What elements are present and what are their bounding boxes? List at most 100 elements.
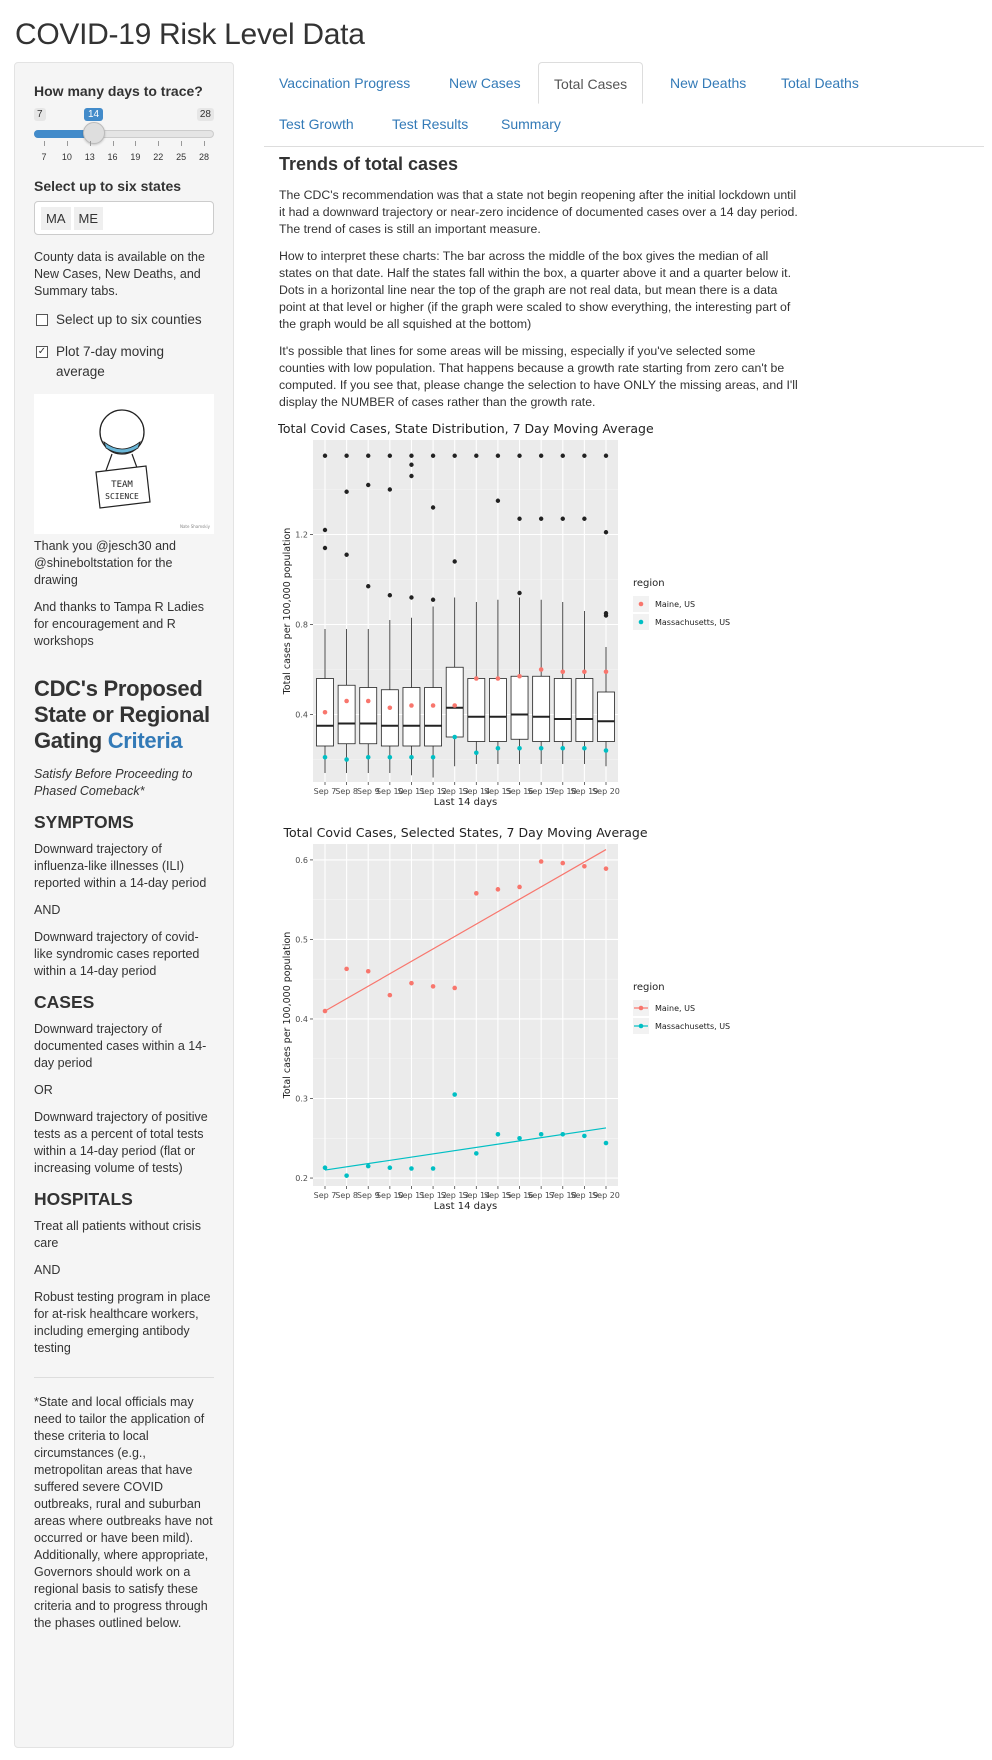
data-point [430,984,436,989]
legend-entry: Massachusetts, US [655,618,730,627]
states-select-input[interactable]: MA ME [34,201,214,235]
data-point [430,1166,436,1171]
slider-fill [34,130,94,138]
tab-new-cases[interactable]: New Cases [449,75,521,91]
outlier-point [603,611,609,616]
data-point [474,676,479,681]
x-tick-label: Sep 10 [376,1191,404,1200]
plot-panel [313,844,618,1186]
cdc-criteria-heading: CDC's Proposed State or Regional Gating … [34,676,214,754]
chart-title: Total Covid Cases, Selected States, 7 Da… [282,825,647,840]
interpretation-text: How to interpret these charts: The bar a… [279,249,791,331]
outlier-point [517,590,522,596]
thanks-drawing: Thank you @jesch30 and @shineboltstation… [34,539,176,587]
data-point [538,859,544,864]
outlier-point [430,453,436,458]
cdc-heading-text: CDC's Proposed State or Regional Gating [34,676,210,753]
y-axis-label: Total cases per 100,000 population [282,932,293,1100]
sidebar-panel: How many days to trace? 7 28 14 7 10 13 16 19 22… [14,62,234,1748]
box-plot-chart: Total Covid Cases, State Distribution, 7… [278,421,730,808]
outlier-point [409,595,414,600]
box [467,678,486,742]
checkbox-moving-avg-box[interactable]: ✓ [36,346,48,358]
checkbox-counties-box[interactable] [36,314,48,326]
legend-title: region [633,578,665,589]
tab-summary[interactable]: Summary [501,116,561,132]
slider-tick-label: 22 [153,152,164,162]
sign-text-1: TEAM [111,480,133,490]
slider-tick-label: 19 [130,152,141,162]
box [575,678,594,742]
outlier-point [387,453,393,458]
data-point [495,676,501,681]
data-point [409,703,414,708]
x-tick-label: Sep 9 [357,787,380,796]
symptoms-criterion-2: Downward trajectory of covid-like syndro… [34,930,200,978]
criteria-link[interactable]: Criteria [107,728,183,753]
box [597,691,615,742]
data-point [409,1166,414,1171]
data-point [517,884,522,890]
box [532,675,551,742]
x-tick-label: Sep 19 [570,1191,598,1200]
data-point [430,754,436,760]
outlier-point [452,453,457,458]
and-separator-1: AND [34,903,61,917]
x-tick-label: Sep 14 [462,787,490,796]
slider-ticks [34,141,214,147]
box [489,678,507,742]
x-tick-label: Sep 8 [335,1191,358,1200]
data-point [409,980,414,986]
tab-vaccination-progress[interactable]: Vaccination Progress [279,75,411,91]
legend-entry: Maine, US [655,600,695,609]
y-tick-label: 0.5 [295,935,308,944]
data-point [495,887,501,892]
slider-tick-label: 13 [84,152,95,162]
x-tick-label: Sep 20 [592,787,620,796]
x-tick-label: Sep 7 [314,1191,337,1200]
legend-key-point [638,619,644,625]
data-point [322,709,328,715]
data-point [452,1092,457,1097]
x-tick-label: Sep 18 [549,1191,577,1200]
outlier-point [560,453,565,458]
y-axis-label: Total cases per 100,000 population [282,528,293,696]
outlier-point [603,453,609,458]
scatter-trend-chart: Total Covid Cases, Selected States, 7 Da… [282,825,730,1212]
slider-min-label: 7 [34,108,46,121]
slider-handle[interactable] [83,122,105,144]
tab-test-growth[interactable]: Test Growth [279,116,354,132]
section-heading: Trends of total cases [279,154,459,174]
select-counties-checkbox[interactable]: Select up to six counties [34,310,214,330]
tab-total-deaths[interactable]: Total Deaths [781,75,859,91]
tab-new-deaths[interactable]: New Deaths [670,75,747,91]
data-point [365,968,371,974]
data-point [538,667,544,672]
or-separator: OR [34,1083,53,1097]
data-point [409,754,414,760]
thanks-tampa: And thanks to Tampa R Ladies for encoura… [34,600,205,648]
moving-average-checkbox[interactable]: ✓ Plot 7-day moving average [34,342,214,382]
tab-test-results[interactable]: Test Results [392,116,469,132]
data-point [344,757,349,762]
x-tick-label: Sep 15 [484,1191,512,1200]
slider-tick-label: 10 [61,152,72,162]
x-tick-label: Sep 13 [441,1191,469,1200]
symptoms-criterion-1: Downward trajectory of influenza-like il… [34,842,207,890]
y-tick-label: 0.2 [295,1174,308,1183]
state-chip-me[interactable]: ME [73,207,103,230]
slider-tick [158,141,160,146]
state-chip-ma[interactable]: MA [41,207,71,230]
data-point [603,748,609,753]
x-tick-label: Sep 11 [398,1191,426,1200]
outlier-point [582,453,587,458]
data-point [538,745,544,751]
data-point [495,745,501,751]
outlier-point [344,552,349,557]
days-slider[interactable]: 7 28 14 7 10 13 16 19 22 25 28 [34,106,214,168]
y-tick-label: 0.3 [295,1095,308,1104]
outlier-point [409,453,414,458]
box [359,687,378,745]
data-point [560,669,566,675]
tab-total-cases[interactable]: Total Cases [538,62,644,104]
